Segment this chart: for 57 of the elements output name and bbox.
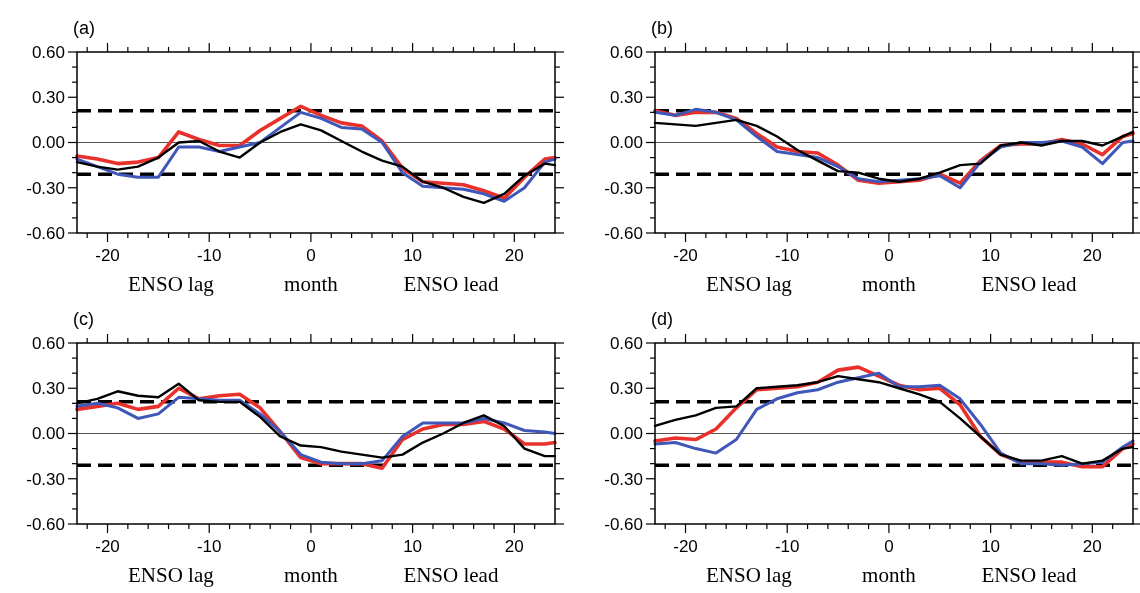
y-tick-label: -0.60 (604, 514, 643, 534)
y-tick-label: 0.30 (31, 88, 65, 108)
y-tick-label: -0.60 (26, 223, 65, 243)
x-tick-label: 20 (1082, 246, 1102, 265)
y-tick-label: 0.60 (31, 333, 65, 353)
x-tick-label: -20 (673, 537, 698, 556)
x-tick-label: -10 (196, 246, 222, 265)
text: ENSO lead (981, 272, 1077, 296)
x-tick-label: 10 (981, 537, 1001, 556)
x-tick-label: 0 (884, 537, 894, 556)
y-tick-label: 0.00 (609, 133, 643, 153)
text: ENSO lag (706, 272, 793, 296)
chart-title: (d) (651, 309, 673, 329)
text: ENSO lag (706, 563, 793, 587)
x-axis-title: month (284, 563, 339, 587)
text: ENSO lead (403, 272, 499, 296)
x-tick-label: -10 (196, 537, 222, 556)
y-tick-label: -0.30 (604, 178, 643, 198)
text: ENSO lead (981, 563, 1077, 587)
x-axis-title: month (862, 272, 917, 296)
y-tick-label: -0.30 (26, 469, 65, 489)
y-tick-label: 0.30 (609, 379, 643, 399)
x-tick-label: 0 (884, 246, 894, 265)
x-axis-title: month (284, 272, 339, 296)
y-tick-label: -0.60 (604, 223, 643, 243)
y-tick-label: 0.30 (609, 88, 643, 108)
y-tick-label: -0.30 (26, 178, 65, 198)
x-tick-label: 10 (403, 246, 423, 265)
x-tick-label: 20 (504, 537, 524, 556)
x-tick-label: 20 (504, 246, 524, 265)
text: ENSO lead (403, 563, 499, 587)
x-tick-label: 0 (306, 246, 316, 265)
y-tick-label: 0.30 (31, 379, 65, 399)
y-tick-label: -0.60 (26, 514, 65, 534)
x-tick-label: -10 (774, 537, 800, 556)
chart-title: (c) (73, 309, 94, 329)
x-tick-label: -20 (95, 537, 120, 556)
x-tick-label: -20 (95, 246, 120, 265)
x-tick-label: -20 (673, 246, 698, 265)
x-tick-label: 20 (1082, 537, 1102, 556)
line-series (75, 395, 557, 466)
text: ENSO lag (128, 272, 215, 296)
y-tick-label: 0.00 (609, 424, 643, 444)
x-axis-title: month (862, 563, 917, 587)
x-tick-label: 10 (981, 246, 1001, 265)
chart-title: (b) (651, 18, 673, 38)
x-tick-label: -10 (774, 246, 800, 265)
y-tick-label: 0.60 (609, 333, 643, 353)
x-tick-label: 10 (403, 537, 423, 556)
x-tick-label: 0 (306, 537, 316, 556)
text: ENSO lag (128, 563, 215, 587)
y-tick-label: 0.00 (31, 133, 65, 153)
y-tick-label: 0.60 (31, 42, 65, 62)
chart-title: (a) (73, 18, 95, 38)
y-tick-label: -0.30 (604, 469, 643, 489)
y-tick-label: 0.60 (609, 42, 643, 62)
y-tick-label: 0.00 (31, 424, 65, 444)
